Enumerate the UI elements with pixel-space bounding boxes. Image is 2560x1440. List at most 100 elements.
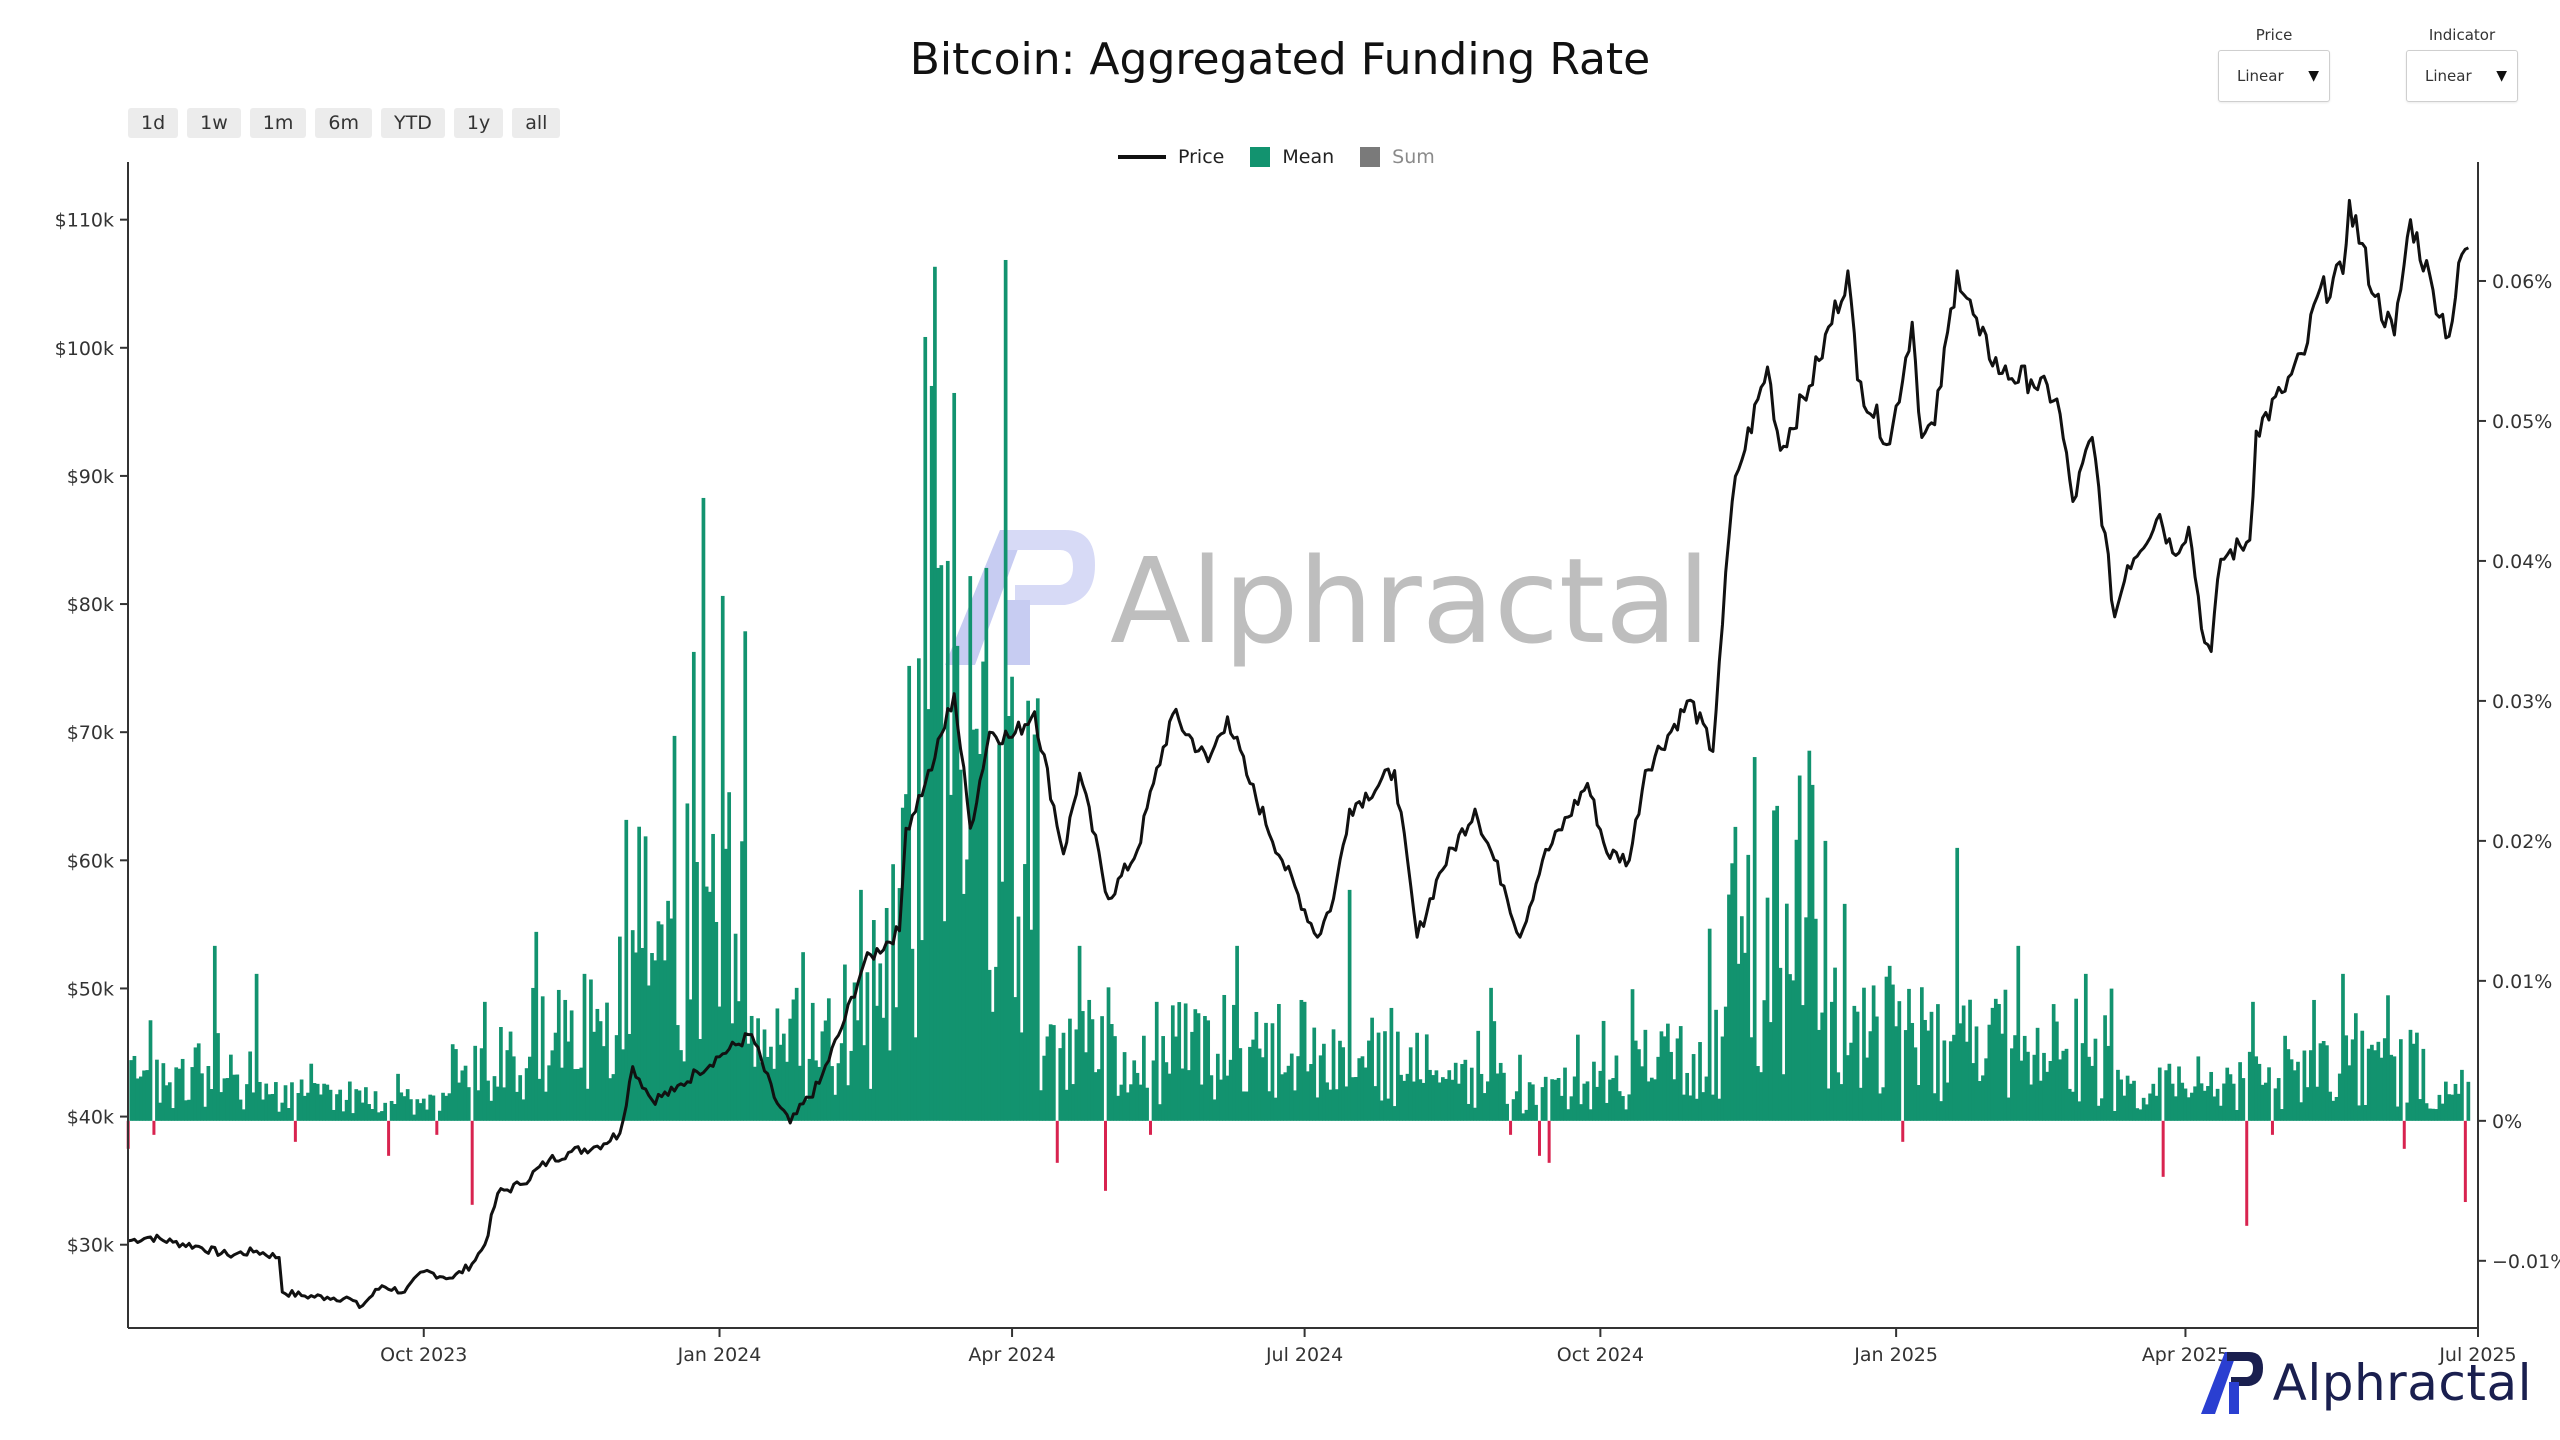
legend-item-price[interactable]: Price bbox=[1118, 146, 1224, 168]
mean-bar bbox=[1119, 1084, 1124, 1121]
mean-bar bbox=[1569, 1096, 1574, 1121]
mean-bar bbox=[257, 1081, 262, 1121]
mean-bar-negative bbox=[387, 1120, 391, 1156]
mean-bar bbox=[2318, 1043, 2323, 1121]
mean-bar bbox=[1556, 1077, 1561, 1121]
mean-bar bbox=[1907, 988, 1911, 1121]
mean-bar bbox=[1016, 916, 1021, 1121]
x-tick-label: Oct 2024 bbox=[1557, 1344, 1644, 1366]
mean-bar bbox=[270, 1093, 275, 1121]
legend-item-sum[interactable]: Sum bbox=[1360, 146, 1435, 168]
indicator-scale-dropdown[interactable]: Linear ▼ bbox=[2406, 50, 2518, 102]
mean-bar bbox=[2376, 1041, 2381, 1121]
mean-bar bbox=[621, 1049, 625, 1121]
mean-bar bbox=[881, 1017, 886, 1121]
mean-bar bbox=[2109, 988, 2114, 1121]
mean-bar bbox=[171, 1108, 175, 1121]
mean-bar bbox=[431, 1095, 436, 1121]
mean-bar bbox=[1810, 784, 1815, 1121]
mean-bar bbox=[1559, 1095, 1564, 1121]
mean-bar bbox=[2164, 1070, 2169, 1121]
mean-bar bbox=[762, 1029, 767, 1121]
mean-bar bbox=[2058, 1059, 2062, 1121]
mean-bar bbox=[2283, 1035, 2287, 1121]
mean-bar bbox=[2212, 1096, 2217, 1121]
range-button-ytd[interactable]: YTD bbox=[381, 108, 445, 138]
mean-bar bbox=[733, 933, 738, 1121]
mean-bar bbox=[1000, 881, 1005, 1121]
mean-bar bbox=[415, 1099, 420, 1121]
mean-bar bbox=[212, 945, 217, 1121]
mean-bar bbox=[1080, 1011, 1085, 1121]
mean-bar bbox=[1759, 1072, 1763, 1121]
mean-bar bbox=[1797, 775, 1802, 1121]
mean-bar bbox=[2328, 1091, 2332, 1121]
mean-bar bbox=[1392, 1106, 1397, 1121]
mean-bar bbox=[254, 973, 259, 1121]
mean-bar bbox=[1585, 1081, 1590, 1121]
mean-bar bbox=[187, 1099, 191, 1121]
range-button-1d[interactable]: 1d bbox=[128, 108, 179, 138]
mean-bar bbox=[936, 567, 940, 1121]
mean-bar bbox=[1428, 1069, 1432, 1121]
mean-bar bbox=[1958, 1023, 1963, 1121]
mean-bar bbox=[875, 1005, 879, 1121]
mean-bar bbox=[1209, 1075, 1214, 1121]
mean-bar bbox=[984, 567, 989, 1121]
mean-bar bbox=[274, 1082, 278, 1121]
mean-bar bbox=[229, 1054, 233, 1121]
mean-bar bbox=[978, 753, 982, 1121]
mean-bar bbox=[1714, 1009, 1718, 1121]
mean-bar bbox=[1293, 1090, 1297, 1121]
mean-bar bbox=[1286, 1065, 1291, 1121]
mean-bar bbox=[1283, 1072, 1288, 1121]
range-button-6m[interactable]: 6m bbox=[315, 108, 373, 138]
price-scale-dropdown[interactable]: Linear ▼ bbox=[2218, 50, 2330, 102]
mean-bar bbox=[871, 920, 876, 1121]
mean-bar bbox=[1267, 1091, 1272, 1121]
mean-bar bbox=[1473, 1107, 1477, 1121]
mean-bar-negative bbox=[1547, 1120, 1551, 1163]
mean-bar bbox=[669, 918, 674, 1121]
mean-bar bbox=[1437, 1082, 1442, 1121]
mean-bar-negative bbox=[152, 1120, 156, 1135]
mean-bar-negative bbox=[2463, 1120, 2467, 1203]
mean-bar bbox=[225, 1078, 230, 1121]
mean-bar bbox=[553, 1032, 558, 1121]
mean-bar bbox=[155, 1059, 159, 1121]
mean-bar bbox=[1685, 1072, 1690, 1121]
mean-bar bbox=[2421, 1048, 2426, 1121]
mean-bar bbox=[807, 1058, 812, 1121]
range-button-1y[interactable]: 1y bbox=[453, 108, 504, 138]
mean-bar bbox=[601, 1046, 606, 1121]
mean-bar bbox=[1048, 1024, 1053, 1121]
legend-item-mean[interactable]: Mean bbox=[1250, 146, 1334, 168]
mean-bar bbox=[759, 1062, 764, 1121]
mean-bar bbox=[392, 1103, 397, 1121]
mean-bar bbox=[193, 1047, 198, 1121]
mean-bar bbox=[2206, 1086, 2210, 1121]
mean-bar bbox=[1659, 1031, 1664, 1121]
mean-bar bbox=[527, 1056, 532, 1121]
mean-bar bbox=[1801, 1005, 1805, 1121]
mean-bar bbox=[286, 1108, 291, 1121]
mean-bar bbox=[396, 1073, 400, 1121]
mean-bar bbox=[778, 1044, 783, 1121]
mean-bar bbox=[958, 769, 963, 1121]
mean-bar-negative bbox=[2270, 1120, 2274, 1135]
mean-bar bbox=[920, 940, 924, 1121]
mean-bar bbox=[309, 1063, 314, 1121]
mean-bar bbox=[454, 1049, 458, 1121]
range-button-1w[interactable]: 1w bbox=[187, 108, 241, 138]
mean-bar bbox=[1235, 945, 1239, 1121]
mean-bar bbox=[1974, 1026, 1979, 1121]
mean-bar bbox=[1640, 1066, 1645, 1121]
range-button-all[interactable]: all bbox=[512, 108, 561, 138]
range-button-1m[interactable]: 1m bbox=[249, 108, 307, 138]
mean-bar bbox=[569, 1010, 574, 1121]
mean-bar bbox=[161, 1063, 166, 1121]
mean-bar bbox=[1987, 1024, 1992, 1121]
mean-bar-negative bbox=[1537, 1120, 1541, 1156]
mean-bar bbox=[2257, 1063, 2262, 1121]
mean-bar bbox=[142, 1070, 146, 1121]
